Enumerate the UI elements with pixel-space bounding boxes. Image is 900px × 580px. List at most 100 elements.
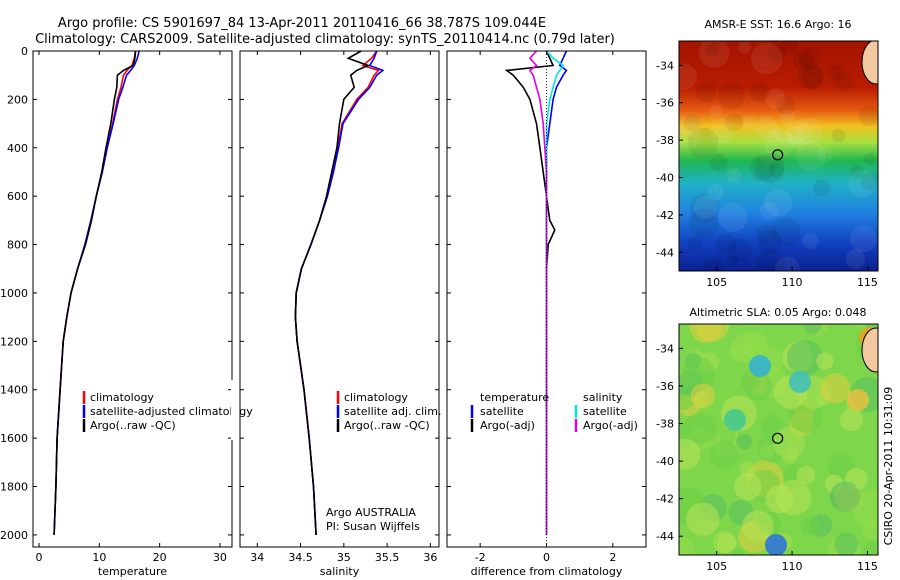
texture-blob (728, 344, 746, 361)
texture-blob (718, 82, 745, 109)
credit-line1: Argo AUSTRALIA (326, 506, 416, 519)
y-tick-label: -34 (656, 59, 674, 72)
texture-blob (724, 112, 744, 132)
texture-blob (709, 153, 728, 172)
texture-blob (742, 114, 756, 129)
salinity-legend: climatology satellite adj. clim. Argo(..… (336, 391, 441, 432)
x-tick-label: 105 (706, 276, 727, 289)
argo-location-marker (772, 149, 784, 161)
texture-blob (801, 65, 825, 89)
texture-blob (858, 105, 878, 127)
legend-argo: Argo(..raw -QC) (90, 419, 176, 432)
texture-blob (683, 114, 701, 132)
texture-blob (795, 140, 826, 171)
legend-climatology: climatology (90, 391, 154, 404)
texture-blob (754, 153, 785, 184)
texture-blob (730, 547, 745, 555)
texture-blob (744, 372, 773, 401)
y-tick-label: 1400 (0, 384, 28, 397)
texture-blob (689, 324, 722, 343)
y-tick-label: 2000 (0, 529, 28, 542)
texture-blob (768, 44, 787, 62)
texture-blob (787, 126, 806, 145)
texture-blob (800, 516, 820, 536)
texture-blob (695, 81, 717, 103)
texture-blob (769, 162, 784, 178)
texture-blob (715, 233, 738, 256)
texture-blob (775, 479, 812, 516)
texture-blob (764, 188, 792, 217)
texture-blob (709, 440, 739, 469)
temperature-panel: 0 10 20 30 0 200 400 600 800 1000 1200 1400 1600 1800… (0, 45, 233, 578)
y-tick-label: 1000 (0, 287, 28, 300)
texture-blob (793, 50, 814, 71)
figure-title-line1: Argo profile: CS 5901697_84 13-Apr-2011 … (58, 16, 546, 31)
y-tick-label: -42 (656, 209, 674, 222)
texture-blob (816, 352, 834, 370)
difference-legend: temperature satellite Argo(-adj) salinit… (470, 391, 638, 432)
series-line-salinity-satellite (545, 50, 565, 535)
texture-blob (765, 534, 787, 555)
x-tick-label: 20 (153, 551, 167, 564)
texture-blob (796, 465, 816, 485)
y-tick-label: -38 (656, 134, 674, 147)
texture-blob (780, 41, 799, 56)
texture-blob (727, 237, 752, 262)
texture-blob (861, 171, 878, 191)
texture-blob (850, 164, 864, 179)
texture-blob (681, 356, 715, 390)
y-tick-label: 400 (7, 142, 28, 155)
texture-blob (724, 409, 746, 431)
x-tick-label: 115 (857, 276, 878, 289)
texture-blob (802, 232, 819, 250)
y-tick-label: -40 (656, 455, 674, 468)
x-tick-label: 34 (250, 551, 264, 564)
texture-blob (829, 481, 861, 512)
series-line-argo-raw-qc- (294, 50, 371, 535)
texture-blob (816, 145, 834, 163)
texture-blob (785, 119, 813, 147)
texture-blob (834, 72, 854, 92)
texture-blob (789, 371, 811, 393)
texture-blob (679, 63, 697, 90)
texture-blob (845, 249, 866, 269)
legend-temperature-title: temperature (480, 391, 549, 404)
sla-map-title: Altimetric SLA: 0.05 Argo: 0.048 (689, 306, 866, 319)
texture-blob (690, 383, 716, 408)
texture-blob (776, 130, 792, 146)
series-line-argo-raw-qc- (53, 50, 137, 535)
series-line-satellite-adjusted-climatology (53, 50, 140, 535)
x-axis-label: salinity (320, 565, 360, 578)
texture-blob (847, 389, 869, 411)
texture-blob (775, 256, 800, 271)
x-tick-label: 110 (782, 276, 803, 289)
sst-map-title: AMSR-E SST: 16.6 Argo: 16 (704, 18, 851, 31)
texture-blob (749, 82, 770, 103)
sla-map (679, 324, 878, 555)
texture-blob (768, 130, 781, 143)
texture-blob (679, 123, 702, 149)
y-tick-label: 1800 (0, 481, 28, 494)
texture-blob (802, 324, 822, 335)
sla-map-axes: 105 110 115 -34 -36 -38 -40 -42 -44 (656, 342, 878, 573)
texture-blob (797, 63, 823, 90)
texture-blob (693, 195, 718, 220)
y-tick-label: -40 (656, 172, 674, 185)
x-tick-label: 36 (423, 551, 437, 564)
texture-blob (788, 135, 803, 150)
texture-blob (840, 408, 864, 432)
texture-blob (757, 229, 782, 254)
texture-blob (708, 118, 735, 145)
texture-blob (688, 208, 719, 239)
y-tick-label: 0 (21, 45, 28, 58)
texture-blob (764, 128, 794, 158)
series-line-climatology (53, 50, 137, 535)
texture-blob (849, 225, 877, 253)
texture-blob (795, 117, 823, 145)
legend-climatology: climatology (344, 391, 408, 404)
texture-blob (726, 254, 739, 268)
legend-temp-satellite: satellite (480, 405, 524, 418)
texture-blob (848, 169, 877, 198)
